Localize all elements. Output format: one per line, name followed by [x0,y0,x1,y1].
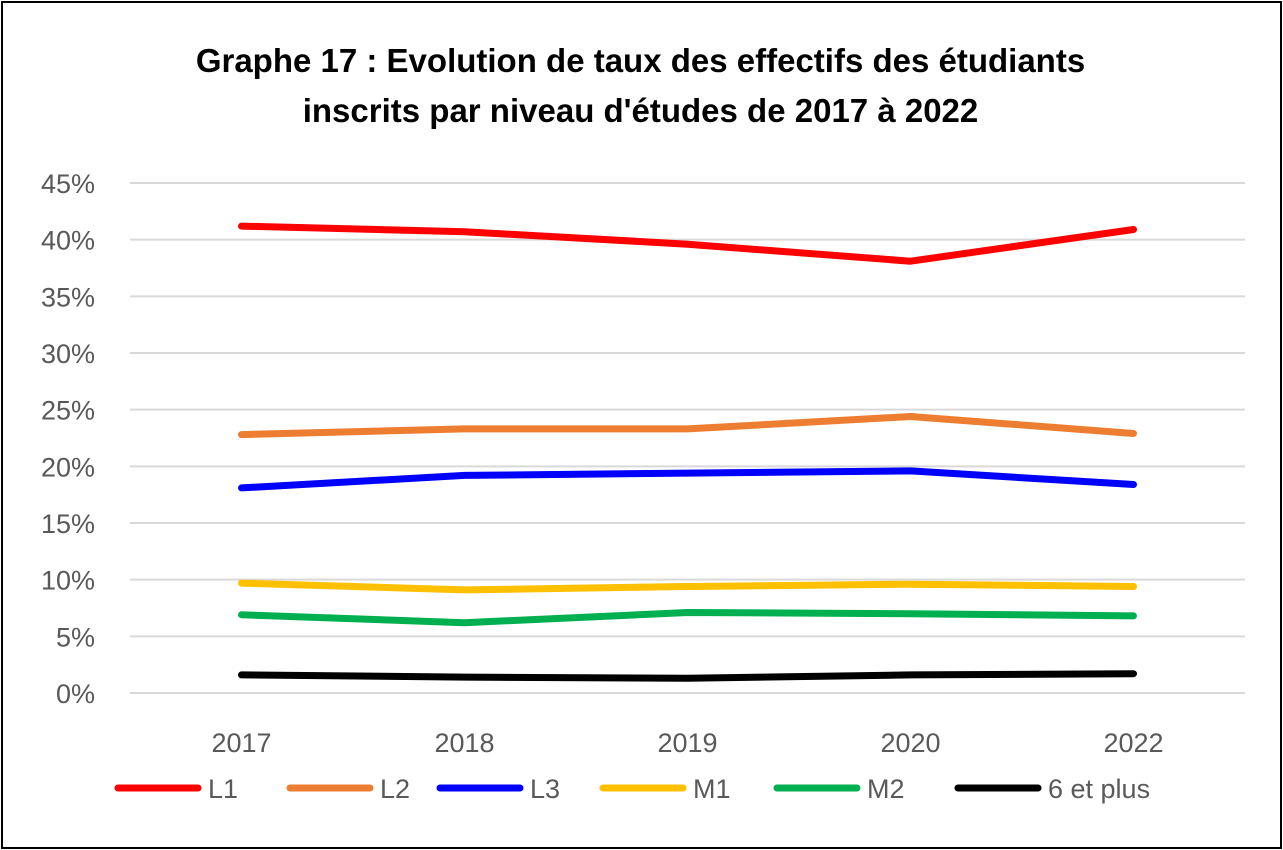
legend-label-m2: M2 [867,774,905,804]
point-l2-2018 [463,427,466,430]
point-l1-2020 [909,260,912,263]
point-l2-2022 [1132,432,1135,435]
point-6-et-plus-2018 [463,676,466,679]
point-m1-2019 [686,585,689,588]
point-l1-2019 [686,243,689,246]
legend-item-6-et-plus: 6 et plus [954,774,1150,804]
point-m2-2018 [463,621,466,624]
y-tick-label-10: 10% [41,566,95,596]
legend-item-l2: L2 [286,774,410,804]
y-tick-label-0: 0% [56,679,95,709]
y-tick-label-40: 40% [41,226,95,256]
point-l3-2020 [909,469,912,472]
chart-title: Graphe 17 : Evolution de taux des effect… [0,36,1281,136]
series-line-l2 [238,413,1137,439]
x-tick-label-2018: 2018 [434,728,494,758]
x-axis-ticks: 2017 2018 2019 2020 2022 [211,728,1163,758]
point-l3-2019 [686,472,689,475]
point-m1-2020 [909,583,912,586]
y-tick-label-30: 30% [41,339,95,369]
x-tick-label-2019: 2019 [657,728,717,758]
y-tick-label-15: 15% [41,509,95,539]
legend-label-6-et-plus: 6 et plus [1048,774,1150,804]
point-l1-2018 [463,230,466,233]
point-6-et-plus-2022 [1132,672,1135,675]
point-6-et-plus-2017 [240,673,243,676]
legend-item-l3: L3 [436,774,560,804]
point-m1-2022 [1132,585,1135,588]
legend-item-l1: L1 [114,774,238,804]
point-l1-2022 [1132,228,1135,231]
point-m1-2018 [463,588,466,591]
legend-item-m1: M1 [599,774,731,804]
point-m2-2022 [1132,614,1135,617]
series-6-et-plus [238,670,1137,682]
legend-label-m1: M1 [693,774,731,804]
point-l3-2018 [463,474,466,477]
gridlines [130,182,1245,694]
y-tick-label-35: 35% [41,282,95,312]
chart-title-line-2: inscrits par niveau d'études de 2017 à 2… [302,92,979,129]
point-m1-2017 [240,582,243,585]
legend-label-l3: L3 [530,774,560,804]
legend-label-l2: L2 [380,774,410,804]
series-l3 [238,467,1137,492]
series-m2 [238,609,1137,627]
x-tick-label-2017: 2017 [211,728,271,758]
legend-label-l1: L1 [208,774,238,804]
legend-item-m2: M2 [773,774,905,804]
point-l1-2017 [240,225,243,228]
point-m2-2020 [909,612,912,615]
point-l3-2017 [240,486,243,489]
point-6-et-plus-2020 [909,673,912,676]
point-l2-2017 [240,433,243,436]
point-m2-2017 [240,613,243,616]
y-tick-label-25: 25% [41,396,95,426]
y-tick-label-20: 20% [41,452,95,482]
chart-title-line-1: Graphe 17 : Evolution de taux des effect… [195,42,1086,79]
x-tick-label-2020: 2020 [880,728,940,758]
point-l2-2020 [909,415,912,418]
point-l2-2019 [686,427,689,430]
y-tick-label-5: 5% [56,622,95,652]
series-l1 [238,222,1137,265]
y-tick-label-45: 45% [41,169,95,199]
y-axis-ticks: 0% 5% 10% 15% 20% 25% 30% 35% 40% 45% [41,169,95,709]
series-m1 [238,579,1137,594]
series-lines [238,222,1137,682]
series-l2 [238,413,1137,439]
point-m2-2019 [686,611,689,614]
legend: L1 L2 L3 M1 M2 6 et plus [114,774,1150,804]
point-6-et-plus-2019 [686,677,689,680]
point-l3-2022 [1132,483,1135,486]
series-line-m2 [238,609,1137,627]
x-tick-label-2022: 2022 [1103,728,1163,758]
